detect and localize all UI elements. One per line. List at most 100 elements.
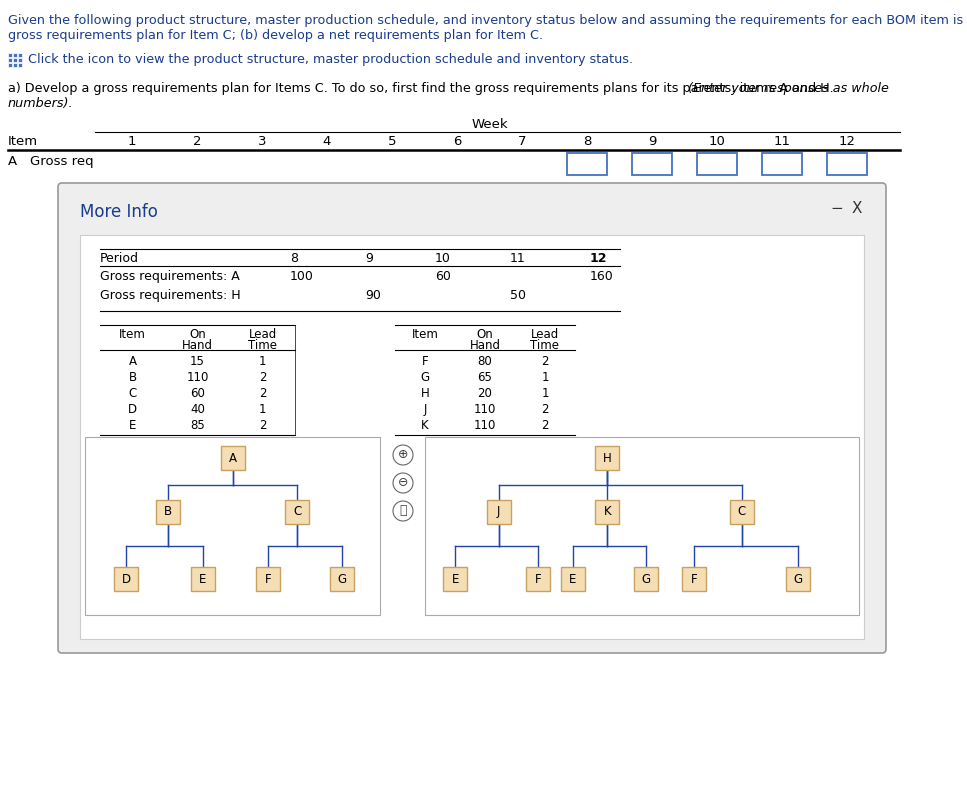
FancyBboxPatch shape [330,568,354,591]
FancyBboxPatch shape [191,568,215,591]
FancyBboxPatch shape [697,153,737,175]
Text: J: J [497,506,501,518]
Text: numbers).: numbers). [8,97,73,110]
Text: 50: 50 [510,289,526,302]
Bar [18,63,22,67]
Text: 2: 2 [259,371,266,384]
Text: Time: Time [248,339,277,352]
Text: D: D [128,403,137,416]
Text: 10: 10 [709,135,725,148]
Text: 65: 65 [478,371,492,384]
Text: Week: Week [472,118,509,131]
Text: 1: 1 [259,355,266,368]
Text: E: E [199,573,207,586]
FancyBboxPatch shape [634,568,659,591]
FancyBboxPatch shape [58,183,886,653]
Text: 20: 20 [478,387,492,400]
Bar [18,58,22,62]
Text: G: G [794,573,803,586]
Text: Lead: Lead [249,328,277,341]
Text: 1: 1 [542,371,548,384]
Bar [13,63,17,67]
Text: Hand: Hand [470,339,501,352]
FancyBboxPatch shape [682,568,706,591]
Text: 110: 110 [474,419,496,432]
Text: gross requirements plan for Item C; (b) develop a net requirements plan for Item: gross requirements plan for Item C; (b) … [8,29,543,42]
Text: Item: Item [119,328,146,341]
Text: E: E [129,419,136,432]
Text: 1: 1 [542,387,548,400]
Text: 2: 2 [542,419,548,432]
Text: 3: 3 [258,135,266,148]
FancyBboxPatch shape [85,437,380,615]
Text: 11: 11 [510,252,526,265]
FancyBboxPatch shape [561,568,585,591]
Text: C: C [293,506,302,518]
FancyBboxPatch shape [444,568,467,591]
FancyBboxPatch shape [567,153,607,175]
Text: 2: 2 [542,355,548,368]
Text: B: B [163,506,172,518]
Text: 1: 1 [128,135,136,148]
Text: 60: 60 [190,387,205,400]
Bar [13,58,17,62]
Text: 2: 2 [259,387,266,400]
Text: C: C [738,506,746,518]
FancyBboxPatch shape [156,500,180,524]
Text: F: F [422,355,428,368]
Text: E: E [452,573,459,586]
Bar [8,58,12,62]
FancyBboxPatch shape [730,500,754,524]
Text: Gross requirements: H: Gross requirements: H [100,289,241,302]
Text: 90: 90 [365,289,381,302]
Text: F: F [535,573,542,586]
Text: 6: 6 [453,135,461,148]
Text: A: A [228,452,237,465]
Text: 9: 9 [365,252,373,265]
Text: 8: 8 [290,252,298,265]
Text: G: G [337,573,346,586]
Text: F: F [265,573,271,586]
Bar [18,53,22,57]
Text: 15: 15 [190,355,205,368]
FancyBboxPatch shape [526,568,550,591]
Text: ⊖: ⊖ [397,476,408,490]
Text: 80: 80 [478,355,492,368]
Text: 7: 7 [517,135,526,148]
Text: Given the following product structure, master production schedule, and inventory: Given the following product structure, m… [8,14,967,27]
Text: ⊕: ⊕ [397,448,408,462]
Text: 10: 10 [435,252,451,265]
FancyBboxPatch shape [632,153,672,175]
Text: 4: 4 [323,135,331,148]
Text: 11: 11 [774,135,790,148]
Text: On: On [190,328,206,341]
Text: Lead: Lead [531,328,559,341]
FancyBboxPatch shape [285,500,309,524]
Text: −: − [830,201,843,216]
Text: 40: 40 [190,403,205,416]
Bar [8,63,12,67]
Text: D: D [122,573,131,586]
Text: 60: 60 [435,270,451,283]
Text: 160: 160 [590,270,614,283]
Text: 9: 9 [648,135,657,148]
Text: Hand: Hand [182,339,213,352]
FancyBboxPatch shape [786,568,810,591]
Text: 5: 5 [388,135,396,148]
Text: B: B [129,371,136,384]
FancyBboxPatch shape [596,500,619,524]
Text: 8: 8 [583,135,591,148]
Text: K: K [422,419,428,432]
Text: X: X [852,201,863,216]
Text: Gross req: Gross req [30,155,94,168]
FancyBboxPatch shape [827,153,867,175]
Text: Item: Item [8,135,38,148]
FancyBboxPatch shape [596,446,619,471]
Text: G: G [642,573,651,586]
FancyBboxPatch shape [80,235,864,639]
Bar [13,53,17,57]
FancyBboxPatch shape [256,568,279,591]
Text: 110: 110 [474,403,496,416]
Text: ⧉: ⧉ [399,505,407,518]
FancyBboxPatch shape [114,568,138,591]
